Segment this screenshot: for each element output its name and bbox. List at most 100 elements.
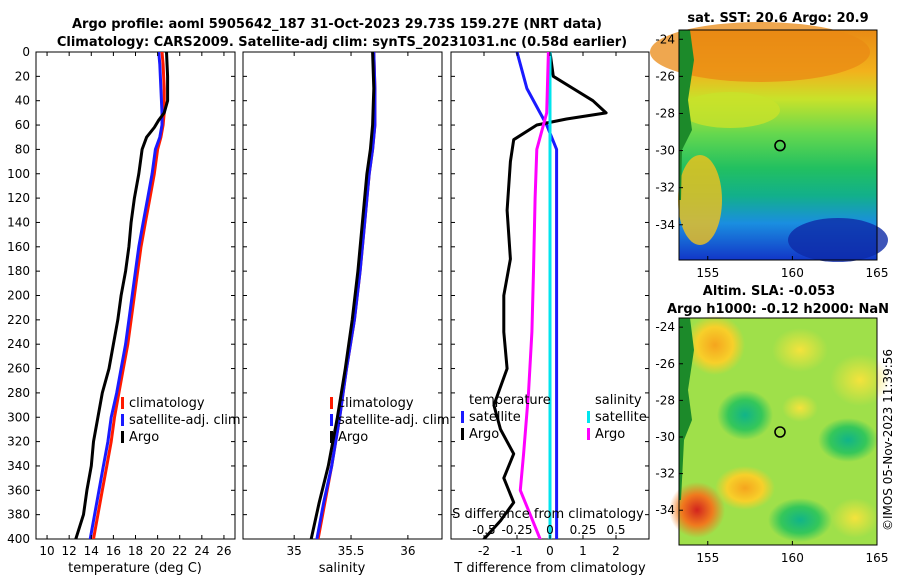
sst-lat-tick-label: -30 xyxy=(655,144,675,158)
sst-coast-warm xyxy=(678,155,722,245)
legend-title-temperature: temperature xyxy=(469,393,551,408)
temperature-x-tick-label: 22 xyxy=(172,544,187,558)
depth-tick-label: 120 xyxy=(7,191,30,205)
depth-tick-label: 140 xyxy=(7,215,30,229)
depth-tick-label: 360 xyxy=(7,483,30,497)
salinity-legend: climatology satellite-adj. clim Argo xyxy=(330,396,450,445)
sla-lat-tick-label: -34 xyxy=(655,503,675,517)
s-difference-tick-label: -0.25 xyxy=(501,523,532,537)
legend-label-t-satellite: satellite xyxy=(469,410,521,425)
sst-map-ticks: 155 160 165 -24 -26 -28 -30 -32 -34 xyxy=(655,32,888,280)
depth-tick-label: 280 xyxy=(7,386,30,400)
temperature-x-tick-label: 20 xyxy=(150,544,165,558)
legend-swatch-argo xyxy=(330,431,333,443)
sla-blob-4 xyxy=(717,390,773,440)
sla-map-frame xyxy=(678,317,878,546)
sla-blob-9 xyxy=(768,498,832,542)
sla-lat-tick-label: -30 xyxy=(655,430,675,444)
sst-lat-tick-label: -32 xyxy=(655,181,675,195)
depth-tick-label: 200 xyxy=(7,289,30,303)
sst-land xyxy=(679,30,694,200)
sla-lon-tick-label: 165 xyxy=(866,551,889,565)
s-difference-tick-label: -0.5 xyxy=(472,523,495,537)
s-difference-tick-label: 0.5 xyxy=(606,523,625,537)
salinity-series-satellite-adj-clim xyxy=(315,52,377,539)
depth-tick-label: 20 xyxy=(15,69,30,83)
legend-title-salinity: salinity xyxy=(595,393,642,408)
depth-tick-label: 340 xyxy=(7,459,30,473)
difference-legend-temperature: temperature satellite Argo xyxy=(461,393,551,442)
depth-tick-label: 0 xyxy=(22,45,30,59)
sst-cold-patch xyxy=(788,218,888,262)
x-axis-ticks: 10 12 14 16 18 20 22 24 26 35 35.5 36 -2 -1 0 1 2-0.5 -0.… xyxy=(39,52,626,558)
sla-blob-10 xyxy=(831,498,879,538)
sla-blob-1 xyxy=(685,315,745,375)
legend-label-argo: Argo xyxy=(129,430,159,445)
depth-tick-label: 100 xyxy=(7,167,30,181)
legend-swatch-t-satellite xyxy=(461,411,464,423)
temperature-x-tick-label: 12 xyxy=(62,544,77,558)
sla-lat-tick-label: -24 xyxy=(655,320,675,334)
sla-lon-tick-label: 160 xyxy=(781,551,804,565)
s-difference-tick-label: 0.25 xyxy=(570,523,597,537)
difference-x-tick-label: 0 xyxy=(546,544,554,558)
difference-x-tick-label: 2 xyxy=(612,544,620,558)
difference-legend-salinity: salinity satellite Argo xyxy=(587,393,647,442)
legend-swatch-climatology xyxy=(330,397,333,409)
legend-swatch-t-argo xyxy=(461,428,464,440)
sla-map xyxy=(669,315,890,546)
temperature-legend: climatology satellite-adj. clim Argo xyxy=(121,396,241,445)
depth-tick-label: 380 xyxy=(7,508,30,522)
imos-credit: ©IMOS 05-Nov-2023 11:39:56 xyxy=(881,349,895,531)
salinity-axis-label: salinity xyxy=(319,561,366,576)
sst-map-frame xyxy=(678,29,878,261)
sla-lon-tick-label: 155 xyxy=(696,551,719,565)
sst-lat-tick-label: -34 xyxy=(655,218,675,232)
depth-tick-label: 220 xyxy=(7,313,30,327)
depth-tick-label: 260 xyxy=(7,362,30,376)
legend-label-satellite: satellite-adj. clim xyxy=(338,413,450,428)
difference-x-tick-label: -2 xyxy=(478,544,490,558)
s-difference-tick-label: 0 xyxy=(546,523,554,537)
sst-lon-tick-label: 155 xyxy=(696,266,719,280)
sla-lat-tick-label: -28 xyxy=(655,393,675,407)
sst-mid-patch xyxy=(680,92,780,128)
sla-blob-2 xyxy=(772,328,828,372)
legend-swatch-satellite xyxy=(330,414,333,426)
difference-lines xyxy=(482,52,608,539)
depth-tick-label: 80 xyxy=(15,142,30,156)
legend-label-argo: Argo xyxy=(338,430,368,445)
sla-map-title: Altim. SLA: -0.053 xyxy=(703,284,835,299)
depth-tick-label: 160 xyxy=(7,240,30,254)
sla-blob-5 xyxy=(818,418,878,462)
depth-tick-label: 40 xyxy=(15,94,30,108)
sst-lat-tick-label: -28 xyxy=(655,106,675,120)
depth-tick-label: 240 xyxy=(7,337,30,351)
legend-swatch-s-argo xyxy=(587,428,590,440)
sla-blob-8 xyxy=(715,466,775,510)
legend-swatch-satellite xyxy=(121,414,124,426)
legend-label-s-argo: Argo xyxy=(595,427,625,442)
sst-lat-tick-label: -26 xyxy=(655,69,675,83)
difference-x-tick-label: 1 xyxy=(579,544,587,558)
legend-swatch-argo xyxy=(121,431,124,443)
temperature-series-argo xyxy=(74,52,170,539)
s-difference-label: S difference from climatology xyxy=(452,507,644,522)
legend-label-satellite: satellite-adj. clim xyxy=(129,413,241,428)
temperature-x-tick-label: 26 xyxy=(216,544,231,558)
temperature-x-tick-label: 16 xyxy=(106,544,121,558)
sst-map-title: sat. SST: 20.6 Argo: 20.9 xyxy=(687,11,868,26)
difference-series-temperature-argo xyxy=(482,52,608,539)
sla-profile-marker xyxy=(774,426,786,438)
difference-series-temperature-satellite xyxy=(515,52,559,539)
sla-lat-tick-label: -32 xyxy=(655,467,675,481)
depth-tick-label: 400 xyxy=(7,532,30,546)
legend-swatch-climatology xyxy=(121,397,124,409)
sla-blob-3 xyxy=(830,354,890,406)
legend-label-s-satellite: satellite xyxy=(595,410,647,425)
difference-series-salinity-argo xyxy=(518,52,550,539)
depth-tick-label: 320 xyxy=(7,435,30,449)
legend-label-climatology: climatology xyxy=(129,396,205,411)
depth-tick-label: 300 xyxy=(7,410,30,424)
